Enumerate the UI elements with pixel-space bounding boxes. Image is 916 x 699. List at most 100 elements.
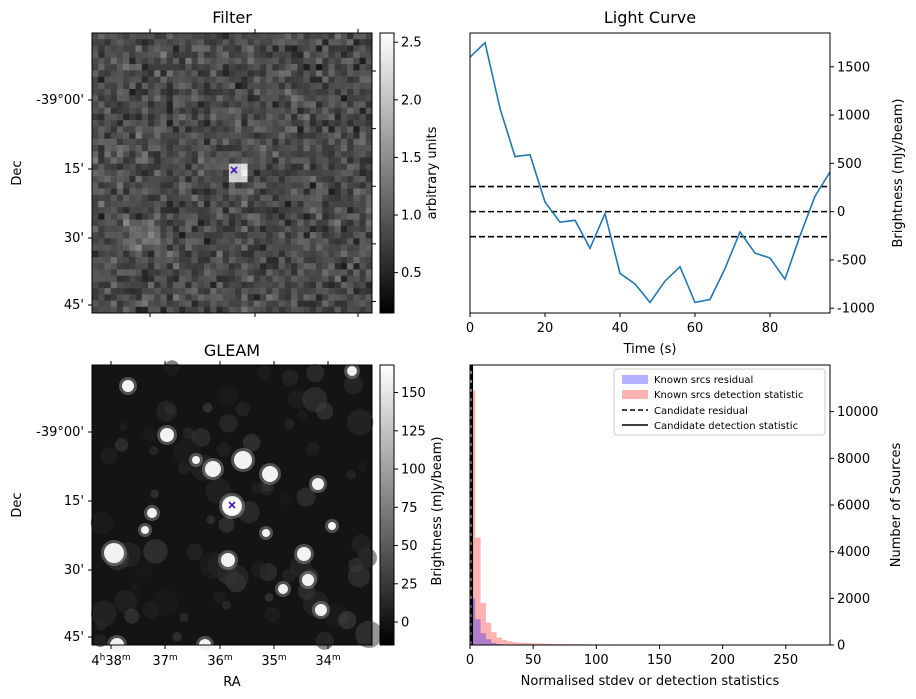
filter-pixel	[253, 95, 261, 102]
filter-pixel	[98, 300, 105, 308]
filter-pixel	[278, 151, 286, 158]
filter-pixel	[328, 269, 335, 276]
filter-pixel	[160, 51, 167, 59]
filter-pixel	[141, 101, 149, 108]
filter-pixel	[129, 275, 136, 283]
filter-pixel	[179, 250, 186, 258]
filter-pixel	[309, 163, 317, 171]
filter-pixel	[260, 281, 267, 289]
gleam-source	[315, 604, 327, 616]
filter-pixel	[322, 232, 329, 239]
filter-pixel	[272, 126, 279, 133]
gleam-noise-blob	[218, 516, 235, 533]
filter-pixel	[347, 113, 354, 121]
filter-pixel	[260, 207, 267, 214]
filter-pixel	[278, 145, 286, 152]
filter-pixel	[191, 89, 199, 96]
filter-pixel	[129, 263, 136, 270]
filter-pixel	[228, 64, 236, 71]
filter-pixel	[110, 238, 118, 245]
gleam-noise-blob	[206, 515, 216, 525]
filter-pixel	[148, 201, 155, 208]
filter-pixel	[179, 288, 186, 295]
filter-pixel	[166, 132, 174, 140]
filter-pixel	[347, 82, 354, 90]
filter-pixel	[172, 82, 180, 90]
filter-pixel	[110, 89, 118, 96]
filter-pixel	[123, 89, 130, 96]
filter-pixel	[110, 132, 118, 140]
filter-pixel	[141, 257, 149, 264]
filter-pixel	[141, 113, 149, 121]
filter-pixel	[278, 194, 286, 202]
filter-pixel	[235, 263, 242, 270]
filter-pixel	[247, 101, 255, 108]
filter-pixel	[297, 176, 304, 183]
filter-pixel	[316, 101, 323, 108]
filter-pixel	[291, 45, 298, 52]
filter-pixel	[359, 157, 367, 164]
filter-pixel	[148, 257, 155, 264]
filter-y-ticklabel: 15'	[64, 162, 84, 177]
filter-pixel	[92, 182, 99, 189]
filter-pixel	[197, 194, 205, 202]
filter-pixel	[228, 225, 236, 233]
filter-pixel	[365, 70, 373, 77]
filter-pixel	[353, 64, 360, 71]
filter-pixel	[185, 126, 192, 133]
filter-pixel	[253, 113, 261, 121]
filter-pixel	[328, 64, 335, 71]
filter-pixel	[316, 95, 323, 102]
filter-pixel	[191, 182, 199, 189]
filter-pixel	[309, 95, 317, 102]
filter-pixel	[123, 244, 130, 252]
filter-pixel	[92, 169, 99, 177]
filter-pixel	[309, 132, 317, 140]
gleam-noise-blob	[90, 511, 114, 535]
gleam-noise-blob	[186, 543, 203, 561]
filter-pixel	[291, 294, 298, 301]
filter-pixel	[141, 107, 149, 115]
filter-pixel	[191, 82, 199, 90]
gleam-noise-blob	[94, 634, 107, 648]
filter-pixel	[141, 82, 149, 90]
filter-pixel	[278, 257, 286, 264]
filter-pixel	[166, 306, 174, 314]
histogram-x-ticklabel: 50	[525, 653, 542, 668]
filter-pixel	[303, 263, 311, 270]
gleam-frame	[91, 364, 373, 646]
filter-pixel	[253, 89, 261, 96]
filter-pixel	[309, 176, 317, 183]
filter-pixel	[359, 132, 367, 140]
filter-pixel	[309, 120, 317, 127]
filter-pixel	[253, 76, 261, 84]
filter-pixel	[222, 281, 230, 289]
filter-pixel	[135, 138, 143, 146]
filter-pixel	[309, 182, 317, 189]
filter-pixel	[365, 151, 373, 158]
filter-pixel	[241, 45, 248, 52]
filter-pixel	[148, 194, 155, 202]
filter-pixel	[191, 120, 199, 127]
filter-pixel	[272, 70, 279, 77]
filter-pixel	[92, 232, 99, 239]
filter-pixel	[340, 132, 348, 140]
filter-pixel	[297, 257, 304, 264]
filter-pixel	[179, 294, 186, 301]
filter-pixel	[110, 39, 118, 46]
filter-pixel	[322, 300, 329, 308]
filter-pixel	[353, 95, 360, 102]
filter-pixel	[141, 188, 149, 196]
filter-pixel	[334, 132, 342, 140]
filter-pixel	[135, 207, 143, 214]
gleam-noise-blob	[315, 631, 334, 650]
filter-pixel	[297, 300, 304, 308]
filter-pixel	[303, 145, 311, 152]
filter-pixel	[309, 281, 317, 289]
filter-pixel	[272, 281, 279, 289]
filter-pixel	[148, 120, 155, 127]
filter-pixel	[129, 182, 136, 189]
filter-pixel	[278, 33, 286, 40]
gleam-noise-blob	[355, 620, 383, 649]
filter-pixel	[197, 95, 205, 102]
